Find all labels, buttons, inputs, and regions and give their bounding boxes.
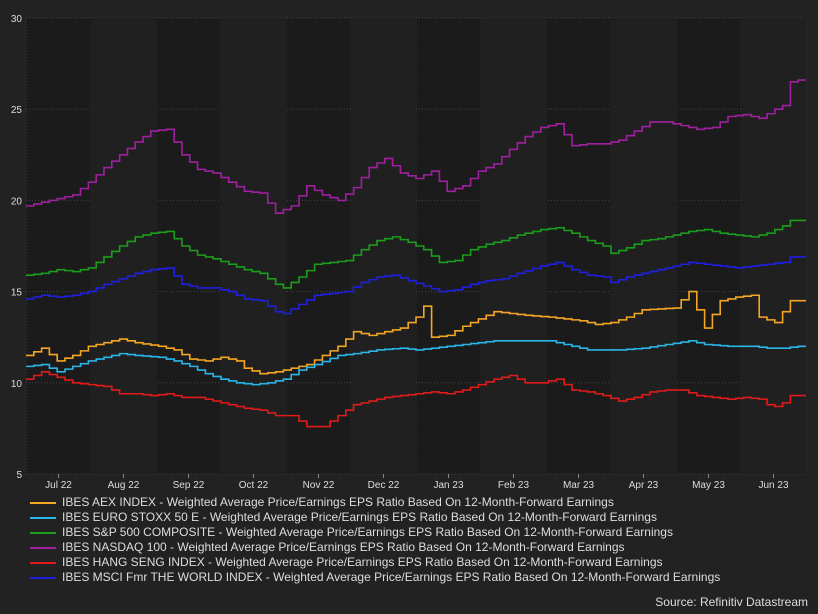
legend-swatch — [30, 546, 56, 549]
legend-item: IBES MSCI Fmr THE WORLD INDEX - Weighted… — [30, 570, 814, 585]
series-line-5 — [26, 256, 806, 315]
source-note: Source: Refinitiv Datastream — [655, 595, 808, 609]
y-tick-label: 30 — [11, 14, 23, 25]
legend-swatch — [30, 531, 56, 534]
legend: IBES AEX INDEX - Weighted Average Price/… — [30, 495, 814, 585]
legend-item: IBES S&P 500 COMPOSITE - Weighted Averag… — [30, 525, 814, 540]
legend-item: IBES HANG SENG INDEX - Weighted Average … — [30, 555, 814, 570]
legend-swatch — [30, 576, 56, 579]
y-axis-ticks: 5 10 15 20 25 30 — [11, 14, 23, 481]
month-band — [351, 18, 416, 474]
series-line-2 — [26, 219, 806, 289]
x-tick-label: Apr 23 — [629, 480, 659, 491]
legend-item: IBES NASDAQ 100 - Weighted Average Price… — [30, 540, 814, 555]
x-tick-label: Jan 23 — [433, 480, 463, 491]
series-line-0 — [26, 290, 806, 375]
legend-label: IBES AEX INDEX - Weighted Average Price/… — [62, 495, 614, 509]
x-tick-label: Feb 23 — [498, 480, 530, 491]
month-band — [611, 18, 676, 474]
x-tick-label: Dec 22 — [368, 480, 400, 491]
legend-label: IBES NASDAQ 100 - Weighted Average Price… — [62, 540, 625, 554]
legend-label: IBES MSCI Fmr THE WORLD INDEX - Weighted… — [62, 570, 721, 584]
y-tick-label: 10 — [11, 379, 23, 390]
series-line-3 — [26, 79, 806, 214]
y-tick-label: 20 — [11, 196, 23, 207]
y-tick-label: 25 — [11, 105, 23, 116]
month-band — [741, 18, 806, 474]
legend-label: IBES EURO STOXX 50 E - Weighted Average … — [62, 510, 657, 524]
x-tick-label: Nov 22 — [303, 480, 335, 491]
legend-label: IBES HANG SENG INDEX - Weighted Average … — [62, 555, 663, 569]
legend-swatch — [30, 561, 56, 564]
x-tick-label: Oct 22 — [239, 480, 269, 491]
legend-label: IBES S&P 500 COMPOSITE - Weighted Averag… — [62, 525, 673, 539]
month-band — [481, 18, 546, 474]
month-bands — [91, 18, 806, 474]
x-tick-label: May 23 — [692, 480, 725, 491]
x-tick-label: Aug 22 — [108, 480, 140, 491]
x-tick-label: Sep 22 — [173, 480, 205, 491]
series-line-4 — [26, 371, 806, 428]
legend-swatch — [30, 501, 56, 504]
legend-swatch — [30, 516, 56, 519]
series-line-1 — [26, 340, 806, 386]
x-tick-label: Jun 23 — [758, 480, 788, 491]
x-axis-ticks: Jul 22 Aug 22 Sep 22 Oct 22 Nov 22 Dec 22 Jan … — [45, 474, 789, 491]
legend-item: IBES EURO STOXX 50 E - Weighted Average … — [30, 510, 814, 525]
x-tick-label: Jul 22 — [45, 480, 72, 491]
series-lines — [26, 79, 806, 428]
month-band — [221, 18, 286, 474]
y-tick-label: 5 — [16, 470, 22, 481]
x-tick-label: Mar 23 — [563, 480, 595, 491]
legend-item: IBES AEX INDEX - Weighted Average Price/… — [30, 495, 814, 510]
y-tick-label: 15 — [11, 288, 23, 299]
